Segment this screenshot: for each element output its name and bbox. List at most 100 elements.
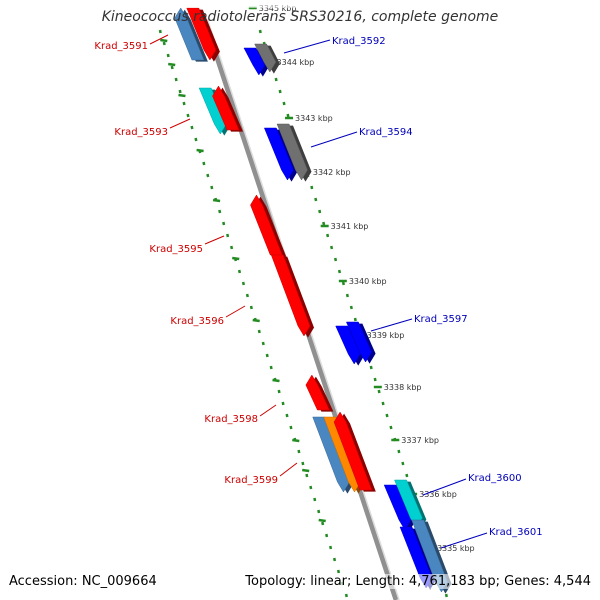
left-gene-label: Krad_3595 — [149, 244, 203, 255]
right-gene-label: Krad_3594 — [359, 127, 413, 138]
kbp-tick-label: 3339 kbp — [367, 331, 405, 340]
left-ruler-dot — [190, 125, 194, 130]
left-ruler-tick — [272, 378, 280, 383]
kbp-tick-label: 3343 kbp — [295, 114, 333, 123]
left-ruler-dot — [305, 473, 309, 478]
kbp-tick-label: 3338 kbp — [384, 383, 422, 392]
left-ruler-dot — [245, 293, 249, 298]
right-ruler-dot — [349, 305, 353, 310]
right-ruler-dot — [369, 365, 373, 370]
right-gene-label: Krad_3601 — [489, 527, 543, 538]
gene-arrow — [198, 87, 227, 135]
right-label-leader — [370, 318, 413, 332]
right-ruler-dot — [444, 593, 448, 598]
left-ruler-tick — [212, 198, 221, 203]
left-label-leader — [204, 235, 225, 245]
right-ruler-dot — [282, 101, 286, 106]
right-label-leader — [310, 131, 358, 148]
left-ruler-dot — [269, 365, 273, 370]
right-ruler-dot — [397, 449, 401, 454]
genome-title: Kineococcus radiotolerans SRS30216, comp… — [101, 9, 499, 25]
left-ruler-tick — [196, 148, 204, 153]
left-ruler-dot — [202, 161, 206, 166]
gene-arrow — [263, 127, 294, 181]
gene-arrow — [335, 325, 361, 365]
right-ruler-dot — [274, 77, 278, 82]
right-label-leader — [283, 39, 331, 54]
left-ruler-dot — [261, 341, 265, 346]
gene-arrow — [276, 123, 308, 181]
gene-arrow — [212, 85, 240, 131]
left-ruler-dot — [226, 233, 230, 238]
left-ruler-tick — [302, 468, 310, 473]
left-label-leader — [225, 305, 246, 318]
left-ruler-dot — [321, 521, 325, 526]
left-ruler-dot — [230, 245, 234, 250]
right-ruler-dot — [314, 197, 318, 202]
right-ruler-dot — [405, 473, 409, 478]
gene-arrow — [305, 374, 330, 411]
left-ruler-dot — [309, 485, 313, 490]
kbp-tick-label: 3335 kbp — [437, 544, 475, 553]
left-ruler-dot — [210, 185, 214, 190]
left-ruler-dot — [178, 89, 182, 94]
right-ruler-dot — [389, 425, 393, 430]
right-gene-label: Krad_3600 — [468, 473, 522, 484]
right-ruler-dot — [373, 377, 377, 382]
left-ruler-dot — [158, 29, 162, 34]
gene-arrow — [312, 416, 350, 493]
right-ruler-dot — [341, 281, 345, 286]
left-ruler-dot — [265, 353, 269, 358]
gene-arrow — [243, 47, 266, 76]
left-gene-label: Krad_3598 — [204, 414, 258, 425]
left-ruler-tick — [160, 38, 168, 43]
kbp-tick-label: 3342 kbp — [313, 168, 351, 177]
right-ruler-dot — [345, 293, 349, 298]
kbp-tick-label: 3344 kbp — [277, 58, 315, 67]
left-ruler-dot — [277, 389, 281, 394]
right-ruler-dot — [334, 257, 338, 262]
right-gene-label: Krad_3592 — [332, 36, 386, 47]
right-ruler-dot — [258, 29, 262, 34]
gene-arrow — [270, 254, 311, 337]
gene-arrow — [323, 416, 361, 493]
left-ruler-dot — [182, 101, 186, 106]
gene-arrow — [383, 484, 412, 531]
right-ruler-dot — [377, 389, 381, 394]
left-ruler-tick — [168, 62, 176, 67]
gene-arrow — [186, 7, 217, 61]
left-ruler-tick — [292, 438, 300, 443]
right-ruler-dot — [318, 209, 322, 214]
right-label-leader — [440, 532, 488, 549]
left-ruler-dot — [218, 209, 222, 214]
left-ruler-dot — [241, 281, 245, 286]
kbp-tick-label: 3345 kbp — [259, 4, 297, 13]
left-label-leader — [279, 462, 298, 477]
accession-text: Accession: NC_009664 — [9, 574, 157, 589]
left-gene-label: Krad_3591 — [94, 41, 148, 52]
right-ruler-dot — [278, 89, 282, 94]
kbp-tick-label: 3341 kbp — [331, 222, 369, 231]
left-ruler-dot — [257, 329, 261, 334]
left-ruler-tick — [318, 518, 326, 523]
left-ruler-dot — [206, 173, 210, 178]
left-ruler-tick — [232, 256, 240, 261]
left-ruler-dot — [301, 461, 305, 466]
left-label-leader — [169, 118, 191, 129]
gene-label-layer: Krad_3591 Krad_3593 Krad_3595 Krad_3596 Krad… — [94, 34, 543, 549]
gene-arrow — [254, 43, 277, 73]
left-gene-label: Krad_3596 — [170, 316, 224, 327]
right-ruler-dot — [330, 245, 334, 250]
left-ruler-dot — [194, 137, 198, 142]
left-ruler-dot — [281, 401, 285, 406]
left-ruler-dot — [162, 41, 166, 46]
right-ruler-dot — [286, 113, 290, 118]
left-ruler-dot — [174, 77, 178, 82]
left-ruler-dot — [317, 509, 321, 514]
left-gene-label: Krad_3599 — [224, 475, 278, 486]
right-ruler-dot — [385, 413, 389, 418]
left-label-leader — [259, 404, 277, 417]
left-ruler-dot — [186, 113, 190, 118]
